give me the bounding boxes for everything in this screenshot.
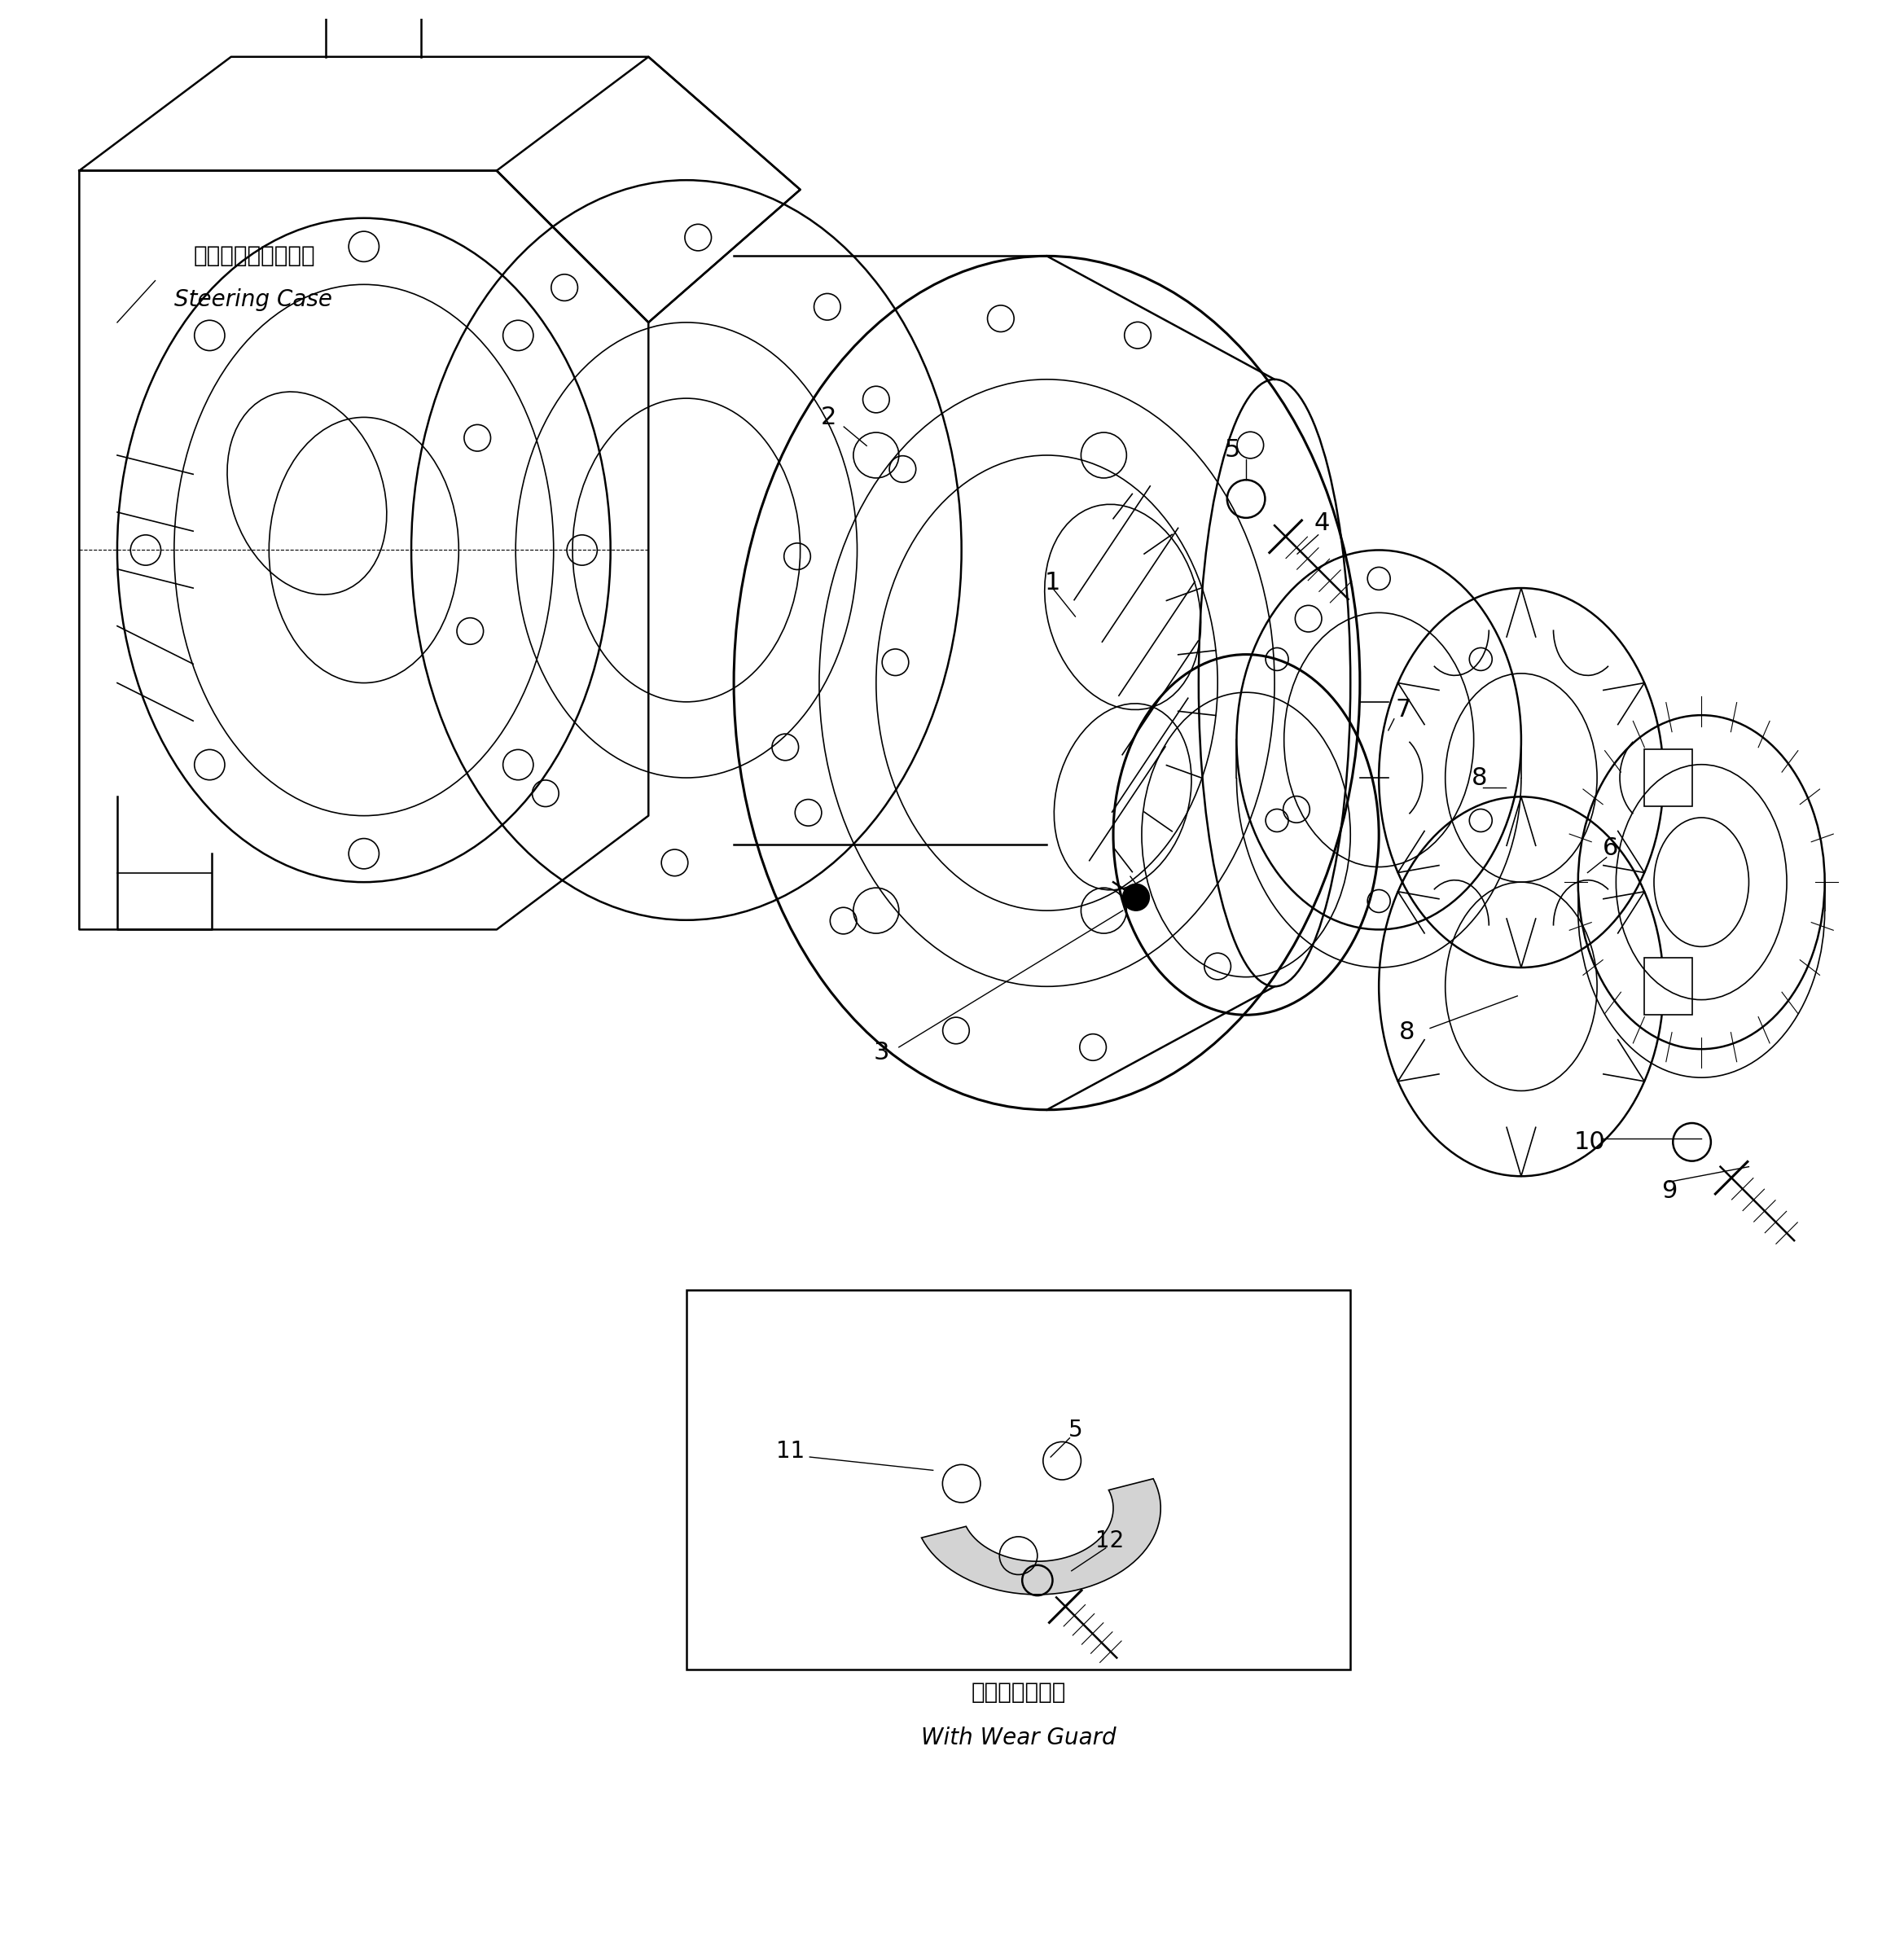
Polygon shape <box>922 1478 1161 1594</box>
Text: ウェアガード付: ウェアガード付 <box>971 1682 1066 1703</box>
Text: With Wear Guard: With Wear Guard <box>922 1726 1116 1749</box>
Text: 11: 11 <box>777 1440 805 1463</box>
Text: 8: 8 <box>1472 766 1487 789</box>
Text: 5: 5 <box>1068 1418 1083 1442</box>
Text: 2: 2 <box>821 406 836 430</box>
Text: 10: 10 <box>1575 1130 1605 1153</box>
Bar <box>1645 958 1693 1016</box>
Text: 12: 12 <box>1095 1529 1123 1552</box>
Text: 9: 9 <box>1662 1180 1677 1204</box>
Text: Steering Case: Steering Case <box>173 288 331 312</box>
Text: 6: 6 <box>1603 836 1618 859</box>
Text: 3: 3 <box>874 1041 889 1064</box>
Text: 7: 7 <box>1396 699 1411 722</box>
Bar <box>1645 749 1693 807</box>
Text: 5: 5 <box>1224 437 1241 461</box>
Text: 8: 8 <box>1399 1020 1415 1043</box>
Text: 4: 4 <box>1314 511 1329 536</box>
Text: ステアリングケース: ステアリングケース <box>192 244 314 267</box>
Circle shape <box>1123 884 1150 911</box>
Text: 1: 1 <box>1045 571 1061 594</box>
Bar <box>685 1291 1350 1670</box>
